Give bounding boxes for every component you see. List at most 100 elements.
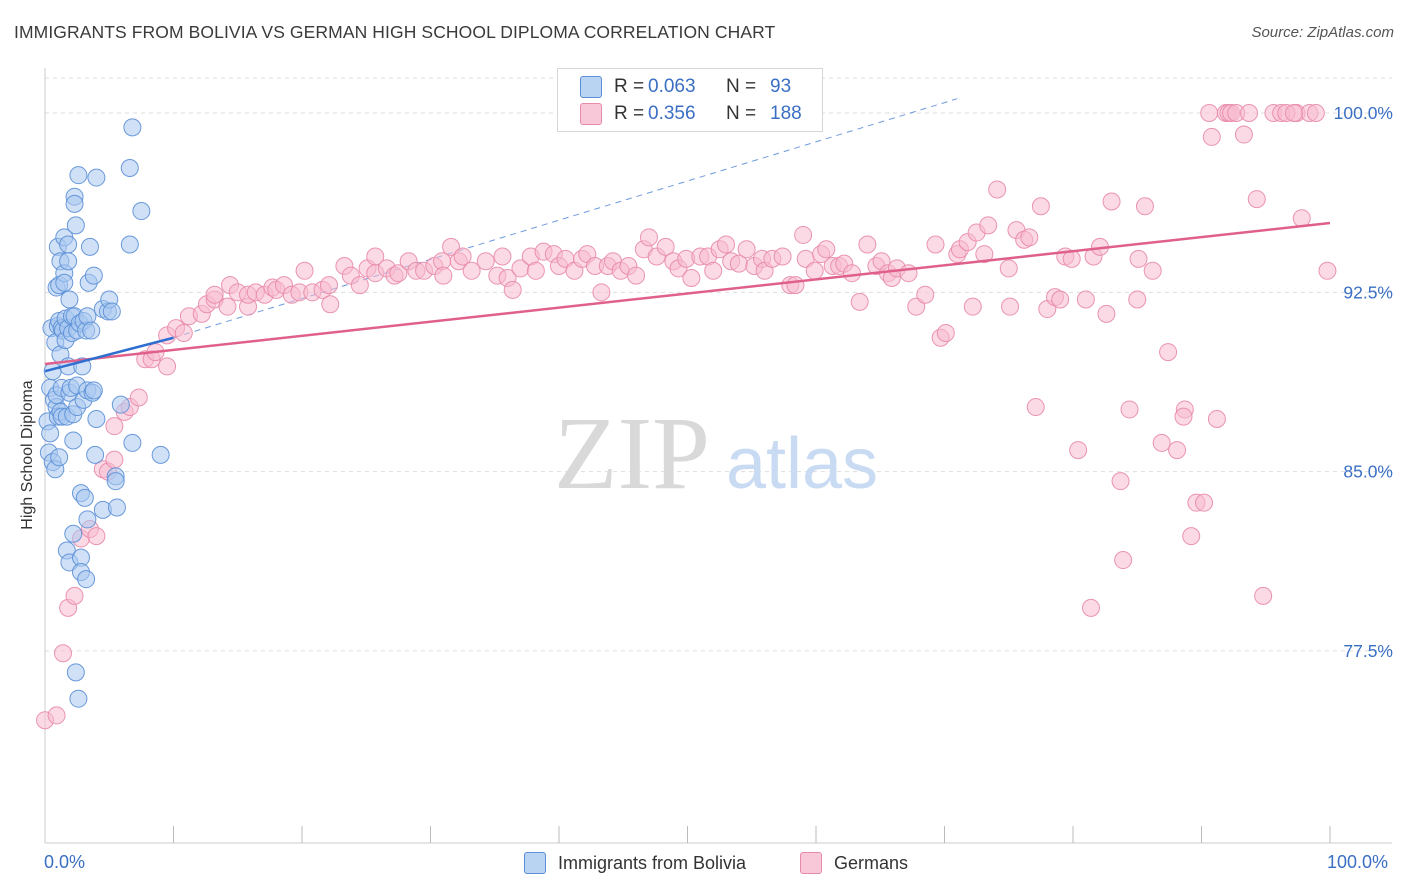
y-tick-label: 100.0%	[1334, 103, 1393, 123]
germans-point	[295, 261, 314, 280]
x-axis-max-label: 100.0%	[1327, 852, 1389, 872]
bolivia-point	[59, 252, 78, 271]
source-label: Source: ZipAtlas.com	[1251, 24, 1394, 41]
germans-point	[462, 261, 481, 280]
germans-point	[1120, 400, 1139, 419]
germans-point	[1051, 290, 1070, 309]
germans-point	[1292, 209, 1311, 228]
germans-point	[1020, 228, 1039, 247]
germans-point	[1076, 290, 1095, 309]
bolivia-point	[123, 118, 142, 137]
germans-point	[999, 259, 1018, 278]
bolivia-point	[102, 302, 121, 321]
watermark-zip: ZIP	[554, 396, 710, 511]
germans-point	[1200, 104, 1219, 123]
germans-point	[805, 261, 824, 280]
germans-point	[1128, 290, 1147, 309]
germans-point	[1240, 104, 1259, 123]
germans-point	[105, 417, 124, 436]
germans-point	[1069, 441, 1088, 460]
gridlines	[45, 77, 1392, 652]
germans-point	[916, 285, 935, 304]
germans-point	[1031, 197, 1050, 216]
germans-point	[87, 527, 106, 546]
germans-trend-line	[44, 221, 1331, 366]
germans-point	[1202, 127, 1221, 146]
germans-point	[442, 237, 461, 256]
bolivia-point	[84, 266, 103, 285]
legend-item-bolivia[interactable]: Immigrants from Bolivia	[524, 852, 746, 874]
bolivia-point	[87, 410, 106, 429]
bolivia-point	[107, 498, 126, 517]
germans-point	[174, 323, 193, 342]
bolivia-point	[84, 381, 103, 400]
bolivia-point	[77, 570, 96, 589]
germans-point	[717, 235, 736, 254]
watermark-atlas: atlas	[726, 424, 878, 504]
bolivia-point	[55, 273, 74, 292]
germans-point	[319, 276, 338, 295]
germans-point	[1285, 104, 1304, 123]
chart-title: IMMIGRANTS FROM BOLIVIA VS GERMAN HIGH S…	[14, 22, 776, 42]
legend-n-value: 188	[770, 103, 802, 124]
legend-n-value: 93	[770, 76, 792, 97]
bolivia-point	[80, 237, 99, 256]
legend-swatch-bolivia	[524, 852, 546, 874]
bolivia-point	[69, 689, 88, 708]
legend-swatch-bolivia	[580, 76, 602, 98]
bolivia-point	[64, 431, 83, 450]
series-legend: Immigrants from Bolivia Germans	[0, 852, 1406, 878]
germans-point	[817, 240, 836, 259]
germans-point	[1081, 598, 1100, 617]
germans-point	[389, 264, 408, 283]
germans-point	[453, 247, 472, 266]
y-tick-labels: 100.0% 92.5% 85.0% 77.5%	[1334, 103, 1393, 661]
legend-item-germans[interactable]: Germans	[800, 852, 908, 874]
bolivia-point	[64, 524, 83, 543]
germans-point	[1111, 472, 1130, 491]
germans-point	[936, 323, 955, 342]
germans-point	[979, 216, 998, 235]
germans-point	[1174, 407, 1193, 426]
bolivia-point	[66, 216, 85, 235]
legend-swatch-germans	[800, 852, 822, 874]
bolivia-point	[106, 472, 125, 491]
germans-point	[1207, 410, 1226, 429]
germans-point	[639, 228, 658, 247]
germans-point	[493, 247, 512, 266]
bolivia-point	[132, 202, 151, 221]
bolivia-trend-line	[44, 336, 174, 373]
bolivia-point	[120, 159, 139, 178]
bolivia-point	[65, 194, 84, 213]
legend-r-value: 0.063	[648, 76, 696, 97]
germans-point	[205, 285, 224, 304]
legend-n-label: N =	[726, 103, 757, 124]
bolivia-point	[78, 510, 97, 529]
germans-point	[975, 245, 994, 264]
germans-point	[850, 292, 869, 311]
germans-point	[105, 450, 124, 469]
bolivia-point	[82, 321, 101, 340]
germans-point	[1306, 104, 1325, 123]
germans-point	[65, 586, 84, 605]
germans-point	[907, 297, 926, 316]
legend-label-bolivia: Immigrants from Bolivia	[558, 852, 747, 873]
germans-point	[988, 180, 1007, 199]
legend-r-value: 0.356	[648, 103, 696, 124]
bolivia-point	[66, 663, 85, 682]
germans-point	[786, 276, 805, 295]
germans-point	[129, 388, 148, 407]
y-tick-label: 85.0%	[1343, 462, 1393, 482]
legend-row-bolivia: R = 0.063 N = 93	[580, 75, 791, 99]
germans-point	[434, 266, 453, 285]
germans-point	[1114, 551, 1133, 570]
bolivia-point	[50, 448, 69, 467]
legend-r-label: R =	[614, 76, 645, 97]
y-tick-label: 77.5%	[1343, 641, 1393, 661]
germans-points	[36, 104, 1337, 730]
legend-row-germans: R = 0.356 N = 188	[580, 102, 802, 126]
axes	[44, 68, 1392, 844]
germans-point	[1159, 343, 1178, 362]
bolivia-point	[59, 235, 78, 254]
